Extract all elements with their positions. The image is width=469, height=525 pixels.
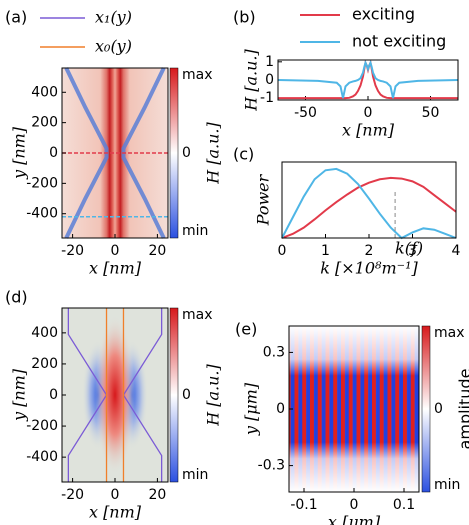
x-tick-label: 0 [364,105,373,121]
colorbar-label: 0 [434,401,443,417]
x-tick-label: 20 [148,243,166,259]
y-tick-label: 0 [265,72,274,88]
y-tick-label: 0 [49,145,58,161]
y-tick-label: 0 [276,401,285,417]
colorbar-label: max [182,67,213,83]
legend-label: x₀(y) [95,37,132,56]
colorbar-title: H [a.u.] [204,121,223,184]
legend-label: not exciting [352,32,446,51]
legend-label: x₁(y) [95,8,132,27]
y-tick-label: 0 [49,387,58,403]
y-tick-label: 400 [31,84,58,100]
y-axis-label: y [nm] [10,368,29,422]
colorbar-title: H [a.u.] [204,363,223,426]
y-tick-label: -200 [26,418,58,434]
y-tick-label: -200 [26,175,58,191]
x-axis-label: x [nm] [342,121,395,140]
x-tick-label: 50 [422,105,440,121]
x-tick-label: 3 [408,243,417,259]
colorbar-label: max [182,307,213,323]
y-tick-label: -400 [26,449,58,465]
y-tick-label: 200 [31,356,58,372]
x-axis-label: x [nm] [89,259,142,278]
x-axis-label: x [μm] [328,513,381,525]
colorbar-label: min [182,223,208,239]
y-tick-label: -1 [260,90,274,106]
plot-frame [277,59,459,101]
colorbar [421,325,431,493]
plot-frame [61,307,169,483]
panel-label: (a) [5,8,27,27]
panel-label: (e) [235,320,257,339]
line [281,167,457,240]
x-axis-label: k [×10⁸m⁻¹] [320,259,418,278]
y-axis-label: y [μm] [242,382,261,436]
y-tick-label: 200 [31,115,58,131]
x-tick-label: -20 [61,487,84,503]
colorbar-title: amplitude [456,369,469,450]
x-tick-label: 0 [278,243,287,259]
x-tick-label: 4 [452,243,461,259]
colorbar [169,67,179,239]
plot-frame [61,67,169,239]
panel-label: (b) [233,8,256,27]
x-tick-label: 1 [321,243,330,259]
plot-frame [281,161,457,239]
legend-label: exciting [352,5,415,24]
panel-label: (d) [5,288,28,307]
colorbar-label: 0 [182,387,191,403]
heatmap-stripes [289,326,419,492]
x-tick-label: -20 [61,243,84,259]
y-tick-label: 0.3 [263,344,285,360]
x-tick-label: -50 [294,105,317,121]
colorbar-label: 0 [182,145,191,161]
x-tick-label: 0.1 [393,497,415,513]
annotation: k(f) [395,239,423,258]
x-tick-label: -0.1 [290,497,317,513]
x-tick-label: 0 [111,243,120,259]
x-tick-label: 0 [350,497,359,513]
heatmap-blob [95,315,135,475]
x-tick-label: 20 [148,487,166,503]
y-tick-label: 1 [265,54,274,70]
y-tick-label: -400 [26,206,58,222]
y-axis-label: H [a.u.] [242,48,261,111]
line [277,59,459,99]
plot-frame [288,325,420,493]
y-tick-label: -0.3 [258,458,285,474]
colorbar-label: min [434,477,460,493]
x-tick-label: 0 [111,487,120,503]
y-axis-label: Power [254,173,273,226]
y-tick-label: 400 [31,325,58,341]
colorbar-label: max [434,325,465,341]
x-tick-label: 2 [365,243,374,259]
colorbar [169,307,179,483]
panel-label: (c) [233,145,254,164]
y-axis-label: y [nm] [10,126,29,180]
x-axis-label: x [nm] [89,503,142,522]
line [281,176,457,239]
colorbar-label: min [182,467,208,483]
